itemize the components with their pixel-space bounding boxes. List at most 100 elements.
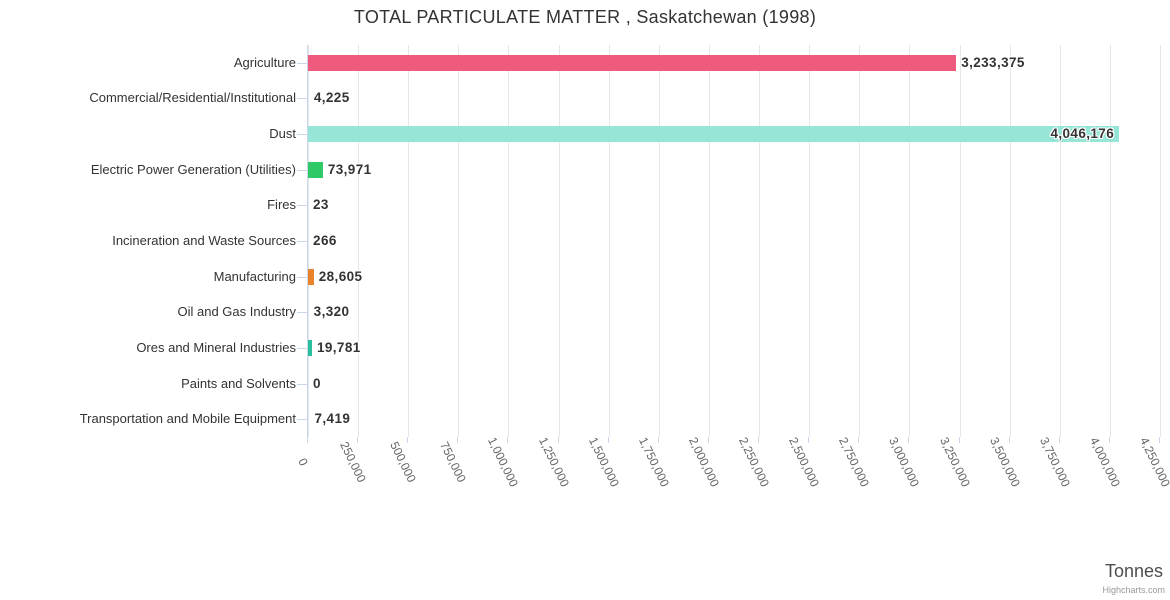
category-label: Ores and Mineral Industries	[136, 339, 296, 355]
bar-electric-power-generation-utilities-[interactable]	[308, 161, 323, 178]
y-axis-tick-mark	[297, 419, 307, 421]
x-axis-tick-label: 4,250,000	[1137, 434, 1170, 490]
y-axis-tick-mark	[297, 276, 307, 278]
x-axis-tick-label: 1,250,000	[535, 434, 572, 490]
gridline	[759, 45, 761, 437]
x-axis-tick-mark	[657, 437, 659, 443]
gridline	[1109, 45, 1111, 437]
bar-dust[interactable]	[308, 126, 1120, 143]
data-label: 3,320	[313, 304, 350, 320]
bar-ores-and-mineral-industries[interactable]	[308, 339, 312, 356]
x-axis-tick-mark	[758, 437, 760, 443]
data-label: 4,046,176	[1050, 126, 1115, 142]
x-axis-tick-label: 1,750,000	[635, 434, 672, 490]
gridline	[809, 45, 811, 437]
x-axis-tick-label: 1,000,000	[485, 434, 522, 490]
category-label: Manufacturing	[213, 268, 296, 284]
gridline	[308, 45, 309, 437]
gridline	[358, 45, 360, 437]
data-label: 19,781	[316, 339, 361, 355]
x-axis-tick-mark	[908, 437, 910, 443]
x-axis-tick-mark	[858, 437, 860, 443]
y-axis-tick-mark	[297, 169, 307, 171]
x-axis-tick-label: 500,000	[387, 439, 420, 485]
gridline	[859, 45, 861, 437]
x-axis-tick-label: 2,000,000	[685, 434, 722, 490]
category-label: Paints and Solvents	[181, 375, 296, 391]
x-axis-tick-mark	[557, 437, 559, 443]
bar-oil-and-gas-industry[interactable]	[308, 304, 309, 320]
data-label: 266	[313, 233, 337, 248]
gridline	[708, 45, 710, 437]
x-axis-tick-label: 2,750,000	[836, 434, 873, 490]
x-axis-tick-mark	[1159, 437, 1160, 443]
x-axis-tick-mark	[958, 437, 960, 443]
x-axis-tick-mark	[808, 437, 810, 443]
gridline	[508, 45, 510, 437]
category-label: Electric Power Generation (Utilities)	[90, 161, 296, 177]
bar-commercial-residential-institutional[interactable]	[308, 90, 309, 106]
x-axis-tick-mark	[457, 437, 459, 443]
x-axis-tick-label: 3,750,000	[1036, 434, 1073, 490]
x-axis-tick-mark	[507, 437, 509, 443]
x-axis-tick-label: 750,000	[437, 439, 470, 485]
x-axis-tick-label: 0	[295, 455, 311, 469]
x-axis-tick-mark	[1008, 437, 1010, 443]
gridline	[1009, 45, 1011, 437]
x-axis-tick-label: 250,000	[337, 439, 369, 485]
x-axis-tick-mark	[607, 437, 609, 443]
data-label: 23	[313, 197, 329, 213]
gridline	[408, 45, 410, 437]
x-axis-tick-label: 3,000,000	[886, 434, 923, 490]
gridline	[608, 45, 610, 437]
x-axis-tick-label: 3,250,000	[936, 434, 973, 490]
data-label: 4,225	[313, 90, 350, 106]
gridline	[909, 45, 911, 437]
category-label: Incineration and Waste Sources	[112, 233, 296, 248]
bar-agriculture[interactable]	[308, 54, 957, 71]
gridline	[1160, 45, 1161, 437]
x-axis-tick-mark	[1108, 437, 1110, 443]
category-label: Commercial/Residential/Institutional	[89, 90, 296, 106]
data-label: 28,605	[318, 268, 363, 284]
x-axis-tick-mark	[407, 437, 409, 443]
x-axis-title: Tonnes	[1104, 561, 1163, 581]
data-label: 7,419	[314, 411, 351, 427]
x-axis-tick-label: 2,250,000	[736, 434, 773, 490]
data-label: 0	[313, 375, 321, 391]
y-axis-tick-mark	[297, 134, 307, 136]
x-axis-tick-mark	[1058, 437, 1060, 443]
plot-area	[307, 45, 1161, 437]
gridline	[558, 45, 560, 437]
gridline	[458, 45, 460, 437]
x-axis-tick-label: 3,500,000	[986, 434, 1023, 490]
y-axis-tick-mark	[297, 241, 307, 242]
x-axis-tick-mark	[357, 437, 359, 443]
bar-manufacturing[interactable]	[308, 268, 314, 285]
y-axis-tick-mark	[297, 205, 307, 207]
y-axis-tick-mark	[297, 62, 307, 64]
highcharts-credits-link[interactable]: Highcharts.com	[1102, 585, 1165, 595]
x-axis-tick-label: 1,500,000	[585, 434, 622, 490]
category-label: Dust	[269, 126, 296, 142]
data-label: 73,971	[327, 161, 372, 177]
gridline	[959, 45, 961, 437]
chart-title: TOTAL PARTICULATE MATTER , Saskatchewan …	[353, 7, 817, 27]
x-axis-tick-mark	[707, 437, 709, 443]
y-axis-tick-mark	[297, 347, 307, 349]
x-axis-tick-mark	[307, 437, 308, 443]
category-label: Transportation and Mobile Equipment	[79, 411, 296, 427]
gridline	[1059, 45, 1061, 437]
y-axis-tick-mark	[297, 383, 307, 385]
gridline	[658, 45, 660, 437]
y-axis-tick-mark	[297, 312, 307, 314]
data-label: 3,233,375	[961, 54, 1025, 70]
bar-transportation-and-mobile-equipment[interactable]	[308, 411, 309, 427]
x-axis-tick-label: 4,000,000	[1086, 434, 1123, 490]
category-label: Fires	[267, 197, 296, 213]
x-axis-tick-label: 2,500,000	[786, 434, 823, 490]
category-label: Agriculture	[233, 54, 296, 70]
y-axis-tick-mark	[297, 98, 307, 100]
category-label: Oil and Gas Industry	[177, 304, 297, 320]
